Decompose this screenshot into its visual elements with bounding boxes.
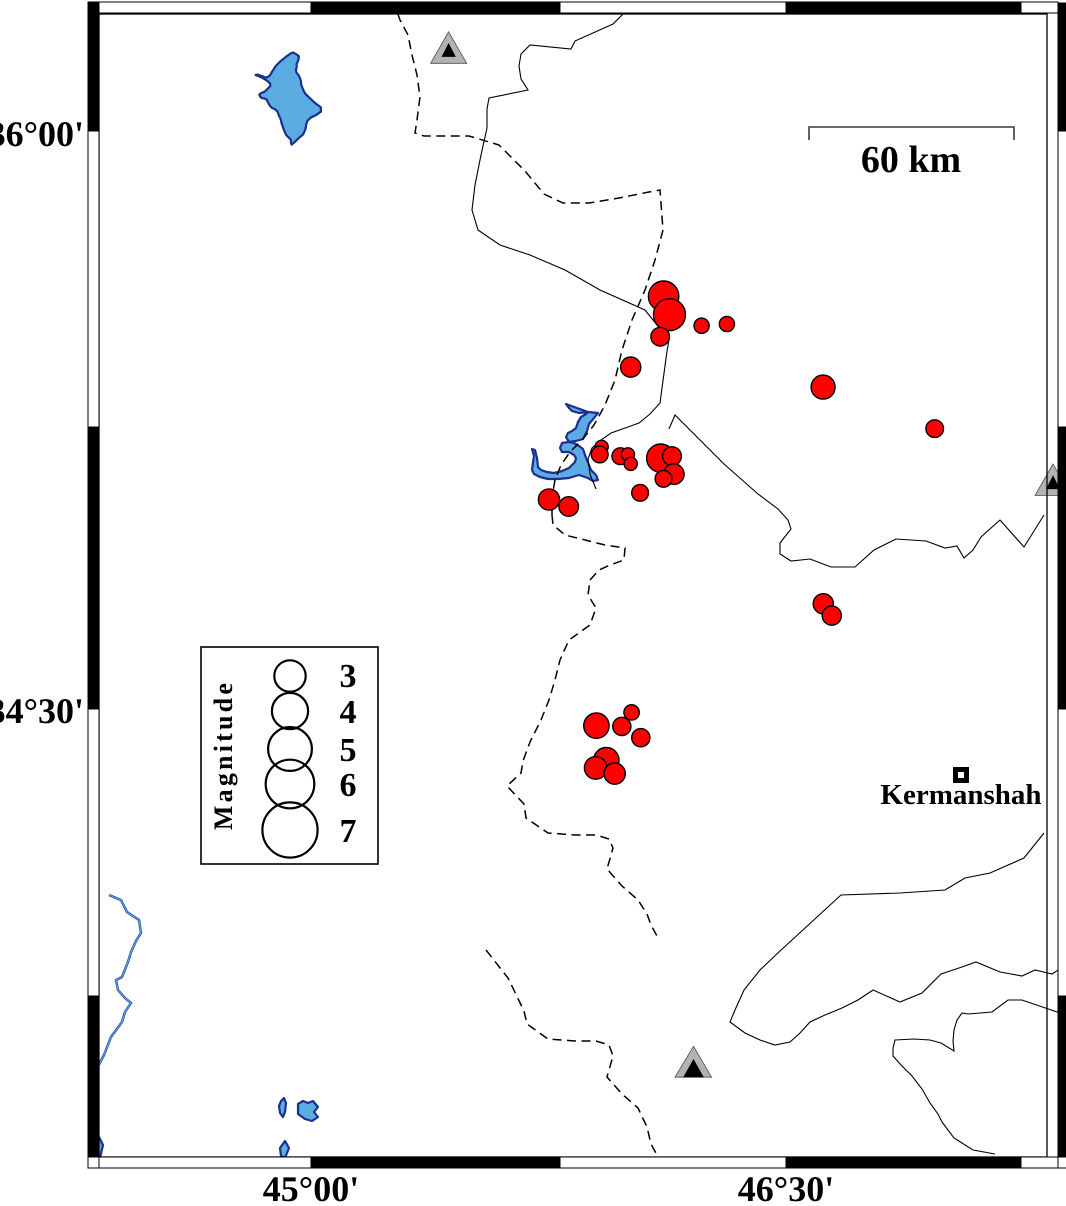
svg-text:Magnitude: Magnitude (209, 680, 238, 830)
svg-text:46°30': 46°30' (738, 1169, 834, 1206)
svg-text:36°00': 36°00' (0, 114, 84, 154)
svg-text:60 km: 60 km (861, 139, 961, 181)
svg-text:5: 5 (340, 732, 357, 769)
svg-text:4: 4 (340, 694, 357, 731)
svg-text:7: 7 (340, 813, 357, 850)
svg-text:45°00': 45°00' (263, 1169, 359, 1206)
svg-text:6: 6 (340, 767, 357, 804)
svg-text:3: 3 (340, 658, 357, 695)
svg-text:34°30': 34°30' (0, 691, 84, 731)
svg-text:Kermanshah: Kermanshah (880, 779, 1041, 811)
